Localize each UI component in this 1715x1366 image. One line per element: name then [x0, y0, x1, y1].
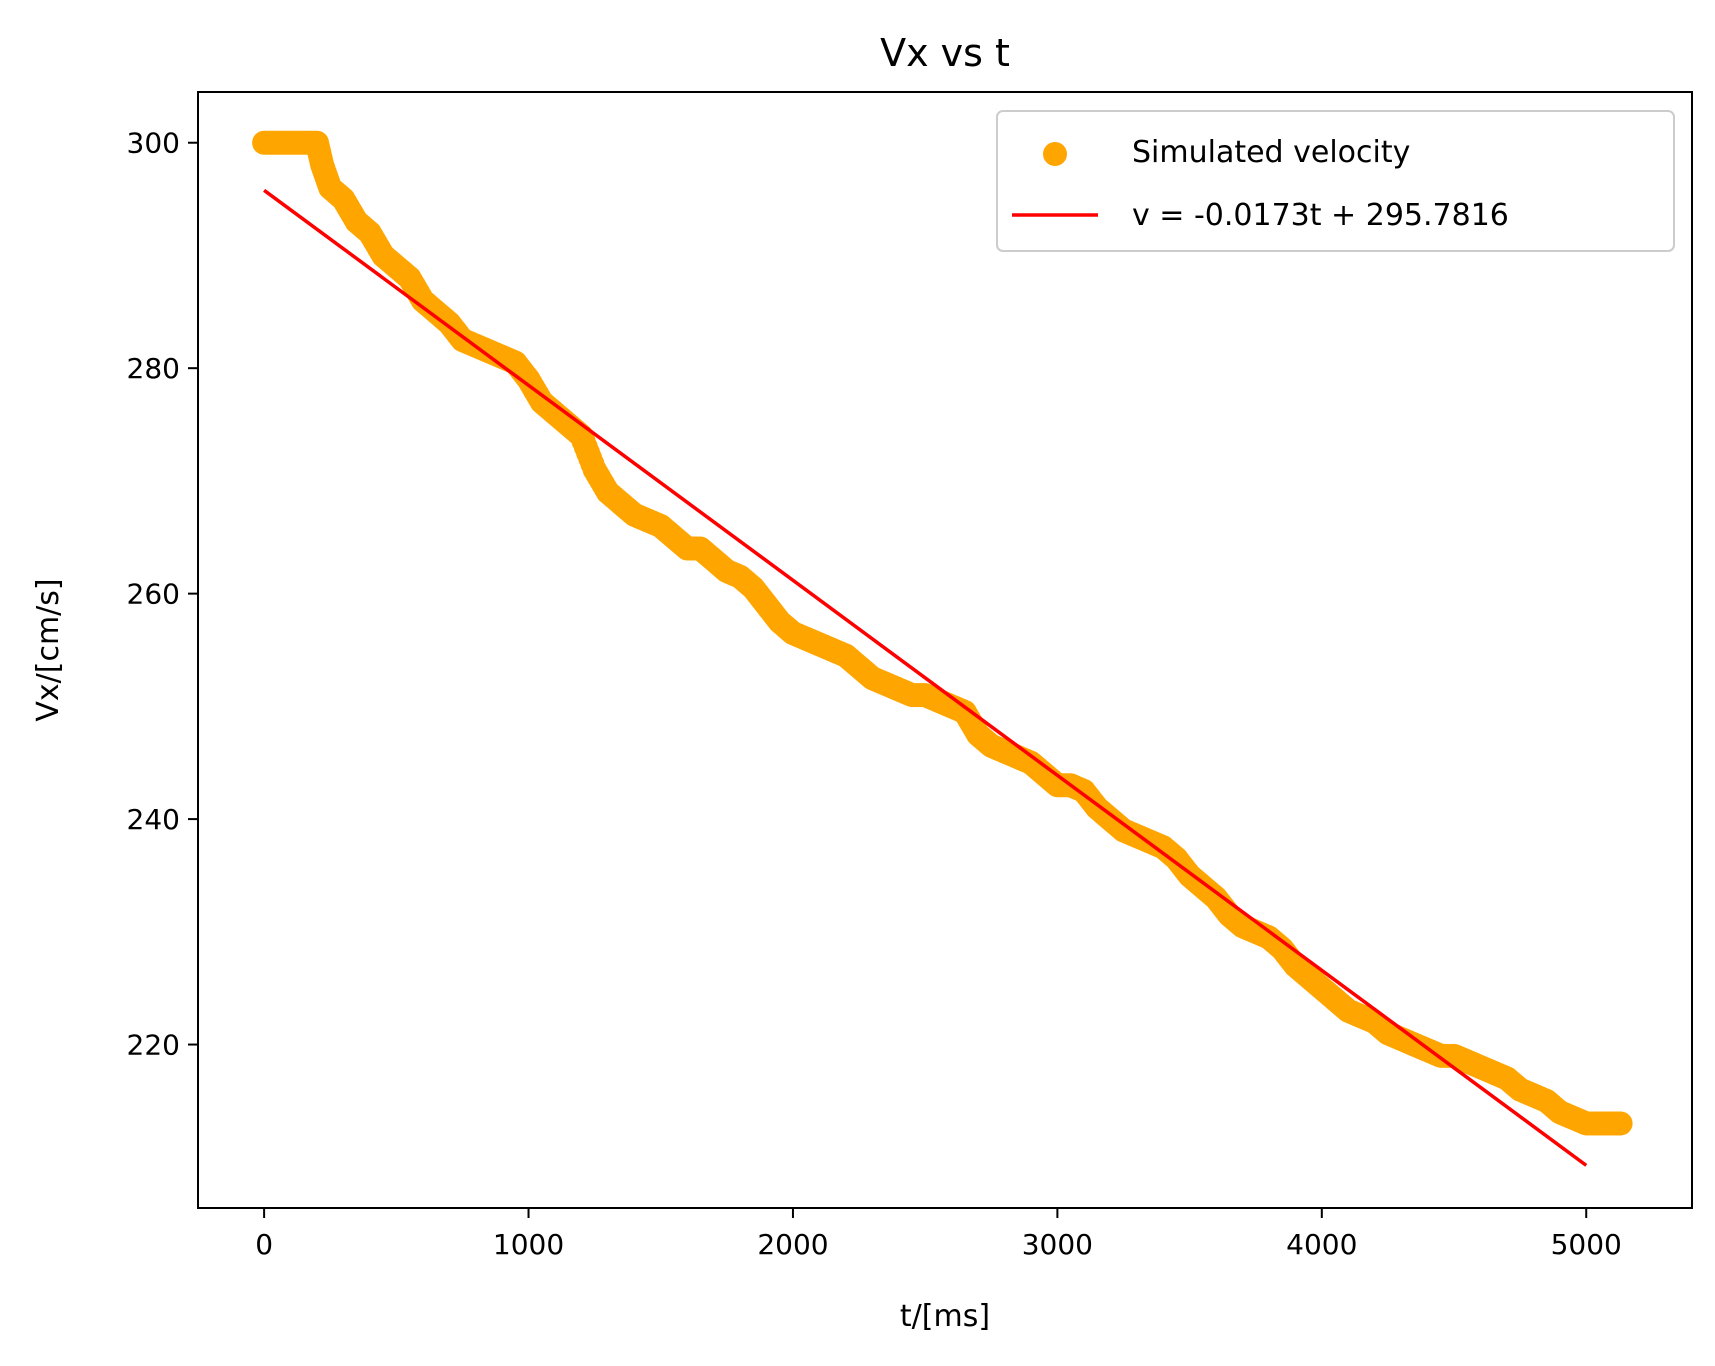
x-tick-label: 5000	[1551, 1228, 1622, 1261]
series-fit-line	[263, 188, 1588, 1167]
x-tick-label: 4000	[1286, 1228, 1357, 1261]
plot-frame	[197, 91, 1693, 1209]
data-point	[1608, 1111, 1633, 1136]
series-layer	[252, 130, 1633, 1167]
legend-label-simulated-velocity: Simulated velocity	[1132, 135, 1410, 170]
plot-area	[198, 92, 1692, 1208]
x-axis-label: t/[ms]	[900, 1299, 990, 1334]
x-tick-label: 2000	[757, 1228, 828, 1261]
x-tick-label: 3000	[1022, 1228, 1093, 1261]
y-tick-label: 220	[127, 1029, 180, 1062]
y-tick-label: 300	[127, 127, 180, 160]
x-tick-label: 1000	[493, 1228, 564, 1261]
chart-title: Vx vs t	[880, 31, 1010, 75]
legend-box	[996, 110, 1675, 252]
legend-label-fit-line: v = -0.0173t + 295.7816	[1132, 198, 1509, 233]
y-tick-label: 240	[127, 803, 180, 836]
legend: Simulated velocity v = -0.0173t + 295.78…	[996, 110, 1675, 252]
x-axis: 0 1000 2000 3000 4000 5000	[255, 1208, 1622, 1261]
y-axis-label: Vx/[cm/s]	[31, 578, 66, 721]
x-tick-label: 0	[255, 1228, 273, 1261]
legend-marker-simulated-velocity	[1043, 142, 1067, 166]
y-tick-label: 260	[127, 578, 180, 611]
y-axis: 220 240 260 280 300	[127, 127, 198, 1062]
y-tick-label: 280	[127, 352, 180, 385]
